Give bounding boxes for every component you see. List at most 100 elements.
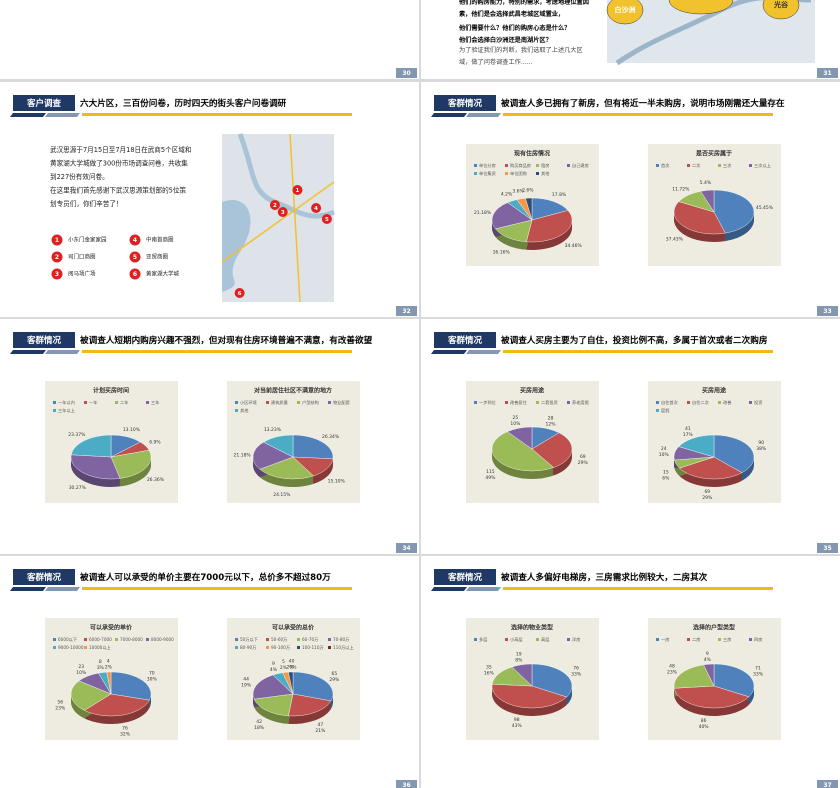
legend-label: 单位集资 bbox=[479, 170, 496, 177]
legend-label: 购买商品房 bbox=[510, 162, 531, 169]
legend-label: 投资 bbox=[754, 399, 762, 406]
data-label: 5.4% bbox=[700, 180, 712, 186]
data-label: 15.10% bbox=[328, 478, 346, 484]
legend-label: 50-60万 bbox=[271, 637, 287, 643]
legend-swatch bbox=[53, 646, 56, 649]
data-label: 76 bbox=[573, 666, 579, 672]
percent-label: 10% bbox=[659, 452, 670, 458]
percent-label: 6% bbox=[662, 475, 670, 481]
page-number: 32 bbox=[402, 308, 410, 315]
map-marker bbox=[292, 185, 303, 195]
page-number-bg bbox=[396, 68, 417, 78]
legend-swatch bbox=[536, 172, 539, 175]
percent-label: 49% bbox=[485, 475, 496, 481]
body-text: 素，他们是会选择武昌老城区域置业， bbox=[459, 10, 564, 18]
pie-slice bbox=[531, 432, 573, 468]
legend-label: 7000-8000 bbox=[120, 637, 143, 642]
slide-title: 被调查人多偏好电梯房，三房需求比例较大，二房其次 bbox=[501, 571, 708, 583]
place-name: 亚贸商圈 bbox=[146, 253, 169, 261]
lake bbox=[222, 200, 251, 292]
page-number-bg bbox=[396, 543, 417, 553]
slide-title: 被调查人多已拥有了新房，但有将近一半未购房，说明市场刚需还大量存在 bbox=[501, 97, 785, 109]
page-number: 33 bbox=[823, 308, 831, 315]
legend-swatch bbox=[235, 409, 238, 412]
place-marker bbox=[129, 251, 141, 263]
data-label: 25 bbox=[513, 415, 519, 421]
tag-bg bbox=[434, 569, 496, 585]
map-zone bbox=[668, 0, 734, 15]
page-number: 37 bbox=[823, 782, 831, 788]
legend-label: 多层 bbox=[479, 636, 487, 643]
accent-bar bbox=[82, 350, 352, 353]
accent-gray bbox=[466, 587, 501, 591]
map-marker-number: 1 bbox=[296, 188, 300, 194]
pie-slice bbox=[288, 671, 294, 695]
data-label: 19 bbox=[516, 652, 522, 658]
legend-swatch bbox=[84, 646, 87, 649]
body-text: 划专员们，你们辛苦了！ bbox=[50, 199, 123, 208]
body-text: 他们需要什么？他们的购房心态是什么？ bbox=[458, 24, 570, 32]
legend-label: 其他 bbox=[240, 407, 249, 414]
data-label: 11.72% bbox=[672, 187, 690, 193]
legend-label: 单位分房 bbox=[479, 162, 496, 169]
legend-label: 自住二次 bbox=[692, 399, 710, 406]
data-label: 44 bbox=[243, 677, 249, 683]
legend-swatch bbox=[505, 164, 508, 167]
place-marker bbox=[51, 251, 63, 263]
body-text: 他们会选择白沙洲还是南湖片区？ bbox=[458, 36, 552, 44]
slide-tag: 客群情况 bbox=[26, 335, 62, 346]
legend-label: 改善居住 bbox=[510, 399, 528, 406]
map-marker-number: 6 bbox=[238, 291, 242, 297]
slide-tag: 客群情况 bbox=[447, 98, 483, 109]
legend-label: 物业配套 bbox=[333, 399, 351, 406]
percent-label: 10% bbox=[76, 670, 87, 676]
slide[interactable] bbox=[0, 82, 419, 317]
data-label: 6.9% bbox=[149, 439, 161, 445]
data-label: 13.23% bbox=[264, 427, 282, 433]
accent-gray bbox=[466, 113, 501, 117]
data-label: 71 bbox=[755, 665, 761, 671]
accent-bar bbox=[82, 587, 352, 590]
body-text: 他们的购房能力，特别的需求，考虑地理位置因 bbox=[458, 0, 589, 6]
page-number: 36 bbox=[402, 782, 410, 788]
accent-gray bbox=[466, 350, 501, 354]
chart-title: 可以承受的总价 bbox=[272, 624, 315, 632]
percent-label: 30% bbox=[147, 677, 158, 683]
percent-label: 29% bbox=[578, 460, 589, 466]
pie-slice bbox=[110, 449, 152, 479]
data-label: 21.18% bbox=[234, 452, 252, 458]
legend-swatch bbox=[749, 638, 752, 641]
page-number-bg bbox=[817, 780, 838, 788]
data-label: 9 bbox=[706, 651, 709, 657]
legend-label: 建筑质量 bbox=[271, 399, 288, 406]
pie-slice bbox=[713, 434, 755, 473]
place-name: 黄家湖大学城 bbox=[146, 270, 180, 278]
page-number: 31 bbox=[823, 70, 831, 77]
slide[interactable] bbox=[0, 0, 419, 79]
legend-swatch bbox=[567, 401, 570, 404]
legend-label: 8000-9000 bbox=[151, 637, 174, 642]
legend-swatch bbox=[656, 409, 659, 412]
legend-swatch bbox=[474, 164, 477, 167]
legend-swatch bbox=[84, 638, 87, 641]
slide-title: 被调查人短期内购房兴趣不强烈，但对现有住房环境普遍不满意，有改善欲望 bbox=[80, 334, 373, 346]
legend-label: 二套投资 bbox=[541, 399, 558, 406]
chart-title: 买房用途 bbox=[702, 387, 727, 395]
legend-label: 6000-7000 bbox=[89, 637, 112, 642]
legend-swatch bbox=[567, 164, 570, 167]
data-label: 47 bbox=[318, 722, 324, 728]
pie-slice bbox=[713, 189, 755, 234]
map-label: 白沙洲 bbox=[615, 5, 636, 14]
legend-swatch bbox=[297, 646, 300, 649]
legend-swatch bbox=[53, 409, 56, 412]
percent-label: 12% bbox=[545, 422, 556, 428]
place-name: 中南首商圈 bbox=[146, 236, 174, 244]
percent-label: 16% bbox=[484, 670, 495, 676]
chart-title: 选择的户型类型 bbox=[693, 624, 735, 632]
legend-label: 洋房 bbox=[572, 636, 580, 643]
pie-slice bbox=[679, 456, 743, 480]
legend-label: 三年以上 bbox=[58, 407, 75, 414]
body-text: 黄家湖大学城做了300份市场调查问卷，共收集 bbox=[50, 159, 188, 168]
place-marker bbox=[129, 234, 141, 246]
